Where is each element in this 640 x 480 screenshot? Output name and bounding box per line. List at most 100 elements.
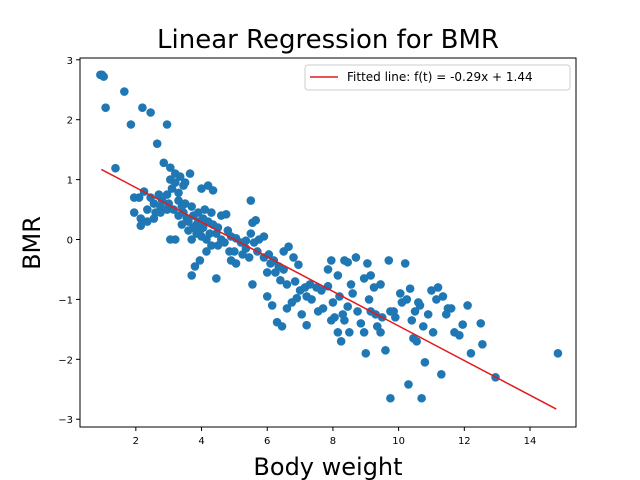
data-point	[271, 268, 280, 277]
data-point	[410, 307, 420, 316]
data-point	[420, 358, 430, 367]
data-point	[359, 328, 369, 337]
fitted-line-layer	[101, 168, 557, 410]
y-tick-label: −3	[58, 415, 73, 426]
y-axis: −3 −2 −1 0 1 2 3	[58, 56, 80, 426]
data-point	[190, 262, 200, 271]
data-point	[338, 310, 348, 319]
data-point	[277, 322, 287, 331]
data-point	[292, 293, 302, 303]
data-point	[343, 257, 353, 267]
data-point	[152, 139, 162, 148]
legend: Fitted line: f(t) = -0.29x + 1.44	[304, 64, 571, 91]
data-point	[184, 217, 193, 226]
data-point	[129, 208, 139, 217]
data-point	[177, 220, 187, 229]
data-point	[359, 274, 369, 283]
data-point	[381, 346, 390, 355]
y-axis-label: BMR	[18, 216, 46, 270]
y-tick-label: 1	[67, 176, 73, 187]
data-point	[120, 87, 129, 96]
x-tick-label: 12	[458, 436, 471, 447]
data-point	[179, 181, 188, 190]
data-point	[248, 280, 257, 289]
data-point	[251, 216, 261, 225]
data-point	[282, 304, 292, 313]
data-point	[143, 217, 152, 226]
data-point	[149, 199, 159, 208]
y-tick-label: −1	[58, 295, 73, 306]
data-point	[384, 256, 394, 265]
data-point	[345, 328, 354, 337]
data-point	[198, 214, 208, 223]
data-point	[267, 301, 277, 310]
data-point	[348, 289, 357, 298]
x-tick-label: 6	[264, 436, 270, 447]
data-point	[101, 103, 110, 113]
data-point	[476, 319, 486, 328]
data-point	[478, 340, 487, 349]
data-point	[395, 289, 405, 298]
data-point	[189, 211, 198, 220]
data-point	[302, 320, 311, 330]
data-point	[195, 226, 205, 235]
data-point	[318, 304, 328, 313]
data-point	[297, 310, 307, 319]
data-point	[463, 301, 472, 310]
data-point	[159, 158, 169, 168]
data-point	[207, 208, 216, 217]
x-tick-label: 2	[133, 436, 139, 447]
data-point	[230, 247, 239, 256]
data-point	[170, 235, 180, 244]
data-point	[432, 295, 441, 304]
data-point	[389, 307, 398, 316]
data-point	[343, 302, 353, 311]
data-point	[290, 277, 300, 286]
data-point	[433, 283, 443, 292]
data-point	[187, 202, 196, 211]
data-point	[175, 172, 185, 181]
data-point	[356, 319, 366, 328]
data-point	[249, 238, 259, 247]
data-point	[397, 298, 407, 307]
data-point	[428, 328, 438, 337]
data-point	[427, 286, 436, 295]
data-point	[221, 210, 231, 219]
data-point	[244, 253, 254, 262]
data-point	[207, 241, 216, 250]
data-point	[246, 229, 256, 238]
data-point	[136, 221, 146, 231]
data-point	[162, 190, 172, 199]
data-point	[330, 313, 339, 322]
data-point	[208, 186, 218, 195]
data-point	[414, 298, 423, 307]
data-point	[246, 196, 256, 205]
data-point	[376, 280, 385, 289]
x-tick-label: 4	[198, 436, 204, 447]
data-point	[446, 304, 456, 313]
plot-area-frame	[79, 57, 577, 428]
data-point	[187, 235, 196, 244]
data-point	[417, 393, 426, 403]
data-point	[441, 310, 451, 319]
data-point	[166, 163, 175, 172]
data-point	[197, 184, 206, 193]
data-point	[177, 202, 187, 211]
x-tick-label: 14	[524, 436, 537, 447]
data-point	[136, 214, 146, 223]
data-point	[187, 271, 196, 280]
y-tick-label: 2	[67, 116, 73, 127]
data-point	[317, 286, 326, 295]
data-point	[213, 241, 223, 250]
data-point	[220, 238, 229, 247]
data-point	[438, 292, 448, 301]
data-point	[266, 259, 275, 268]
data-point	[328, 298, 338, 307]
data-point	[409, 334, 418, 343]
data-point	[405, 284, 415, 293]
data-point	[346, 280, 356, 289]
data-point	[212, 274, 221, 283]
fitted-line	[101, 168, 557, 410]
data-point	[262, 292, 272, 301]
